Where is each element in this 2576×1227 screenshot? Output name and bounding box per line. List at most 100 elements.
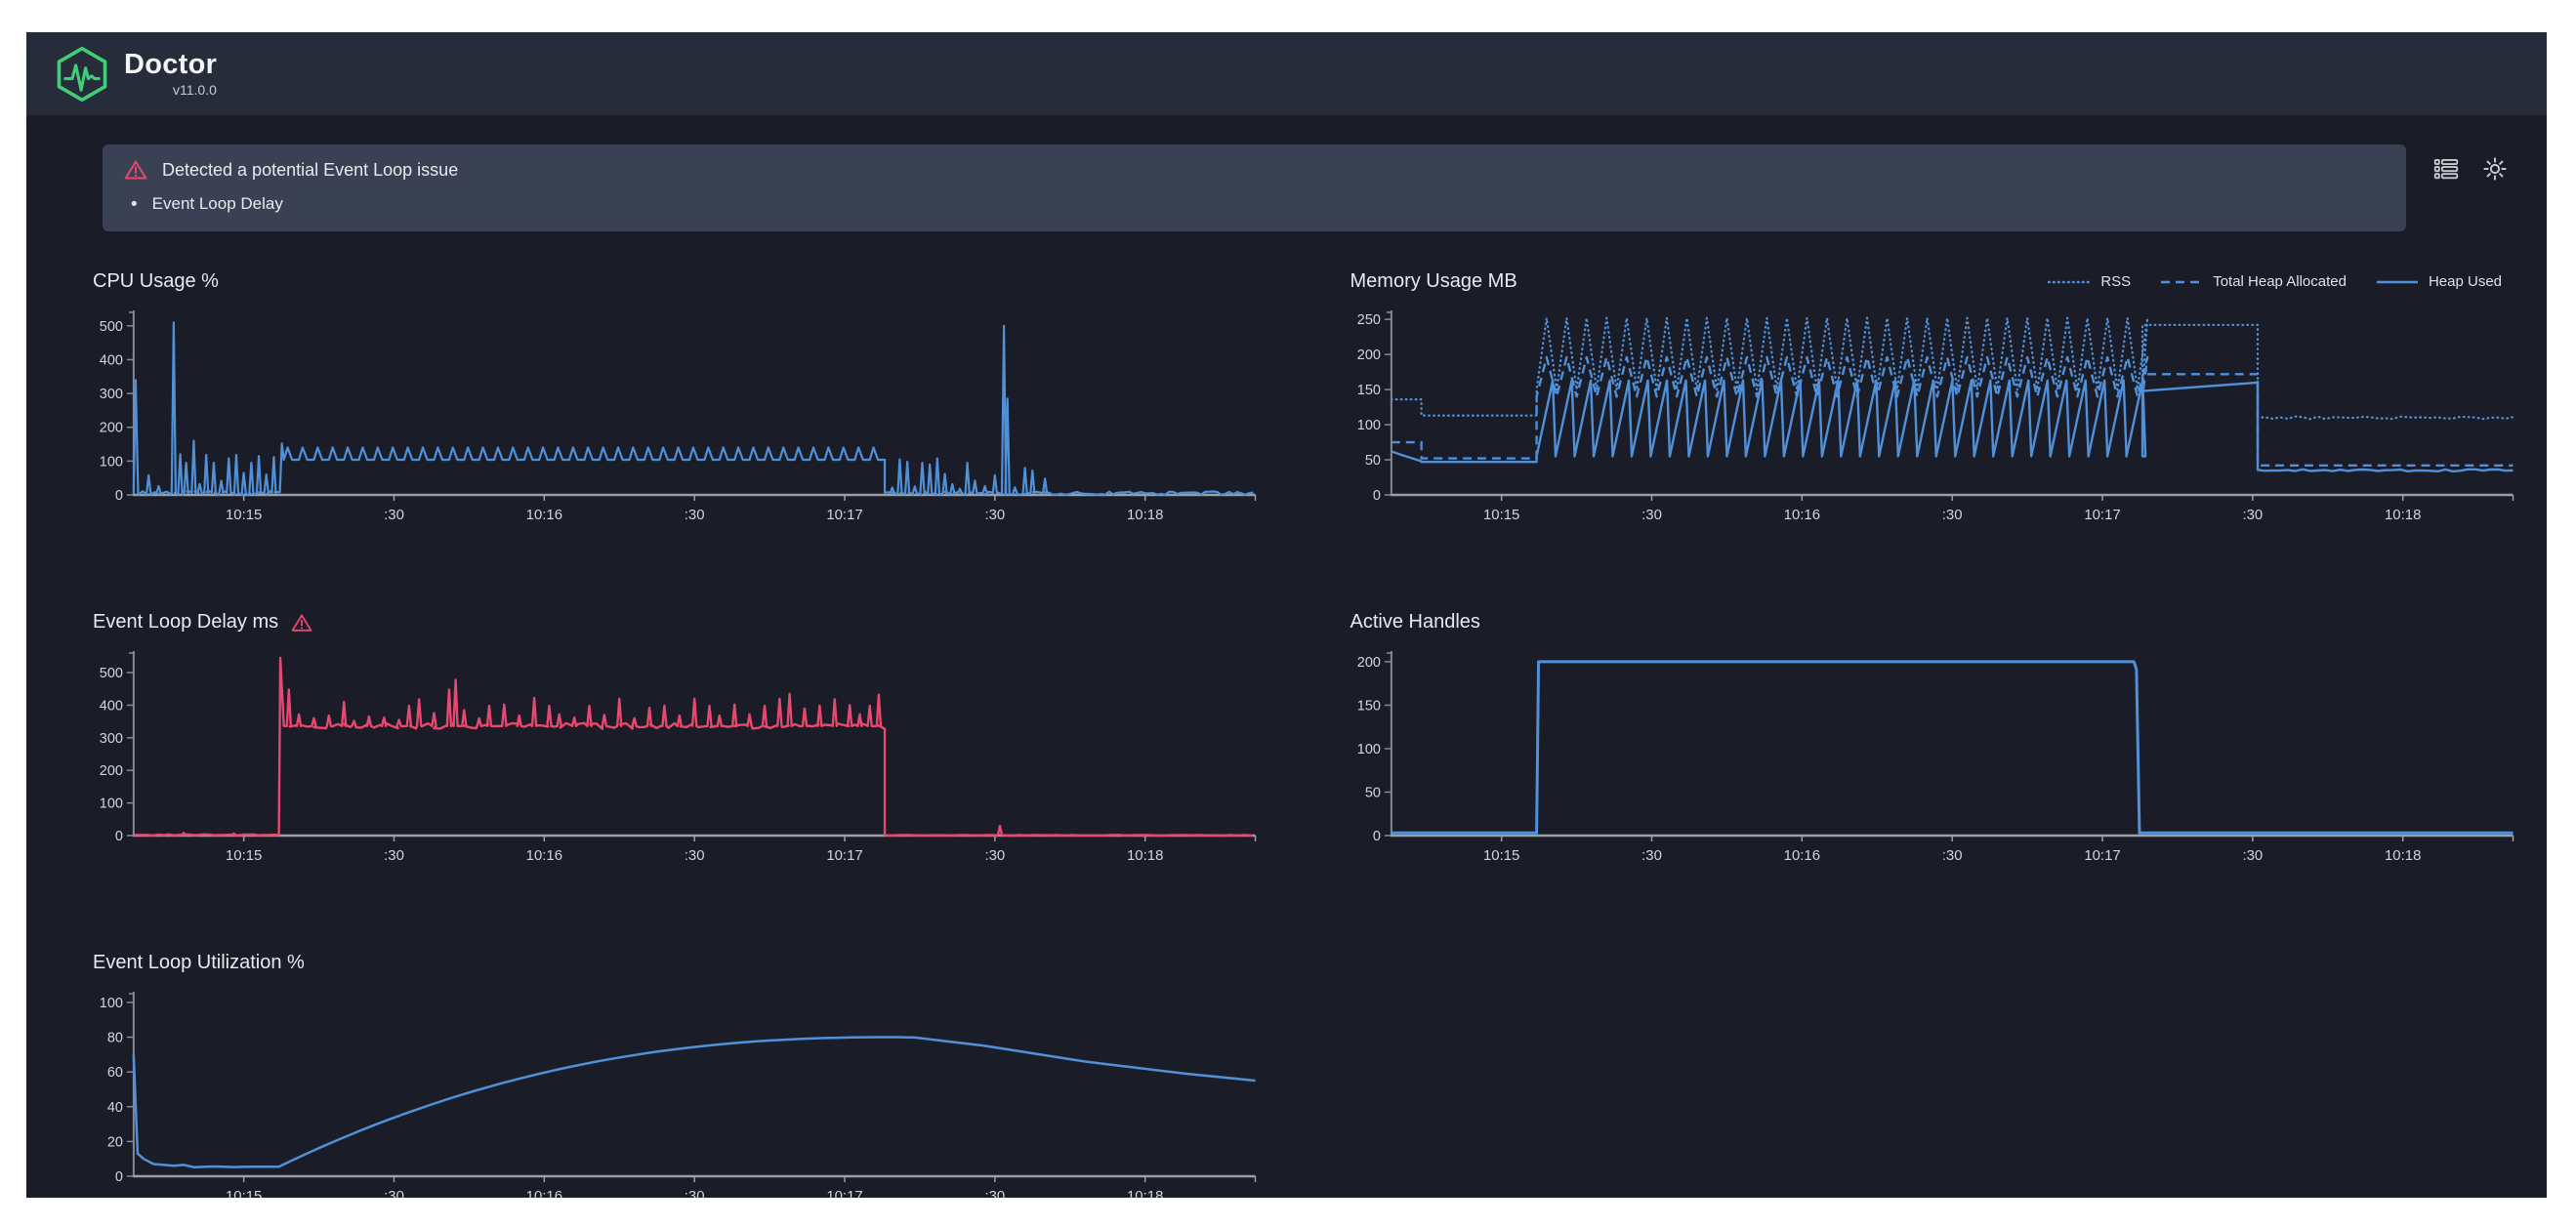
svg-text:10:18: 10:18 bbox=[1127, 847, 1163, 864]
svg-text:10:15: 10:15 bbox=[1482, 847, 1518, 864]
svg-text:100: 100 bbox=[100, 797, 123, 812]
chart-header-event-loop-delay: Event Loop Delay ms bbox=[93, 609, 1261, 635]
legend-item-total-heap-allocated: Total Heap Allocated bbox=[2160, 273, 2347, 290]
svg-text:10:15: 10:15 bbox=[226, 507, 262, 523]
svg-text::30: :30 bbox=[685, 1188, 705, 1198]
chart-panel-event-loop-utilization: Event Loop Utilization % 0 20 40 60 80 100 10:1… bbox=[93, 950, 1261, 1198]
svg-text:500: 500 bbox=[100, 319, 123, 335]
svg-text:100: 100 bbox=[100, 996, 123, 1011]
svg-text::30: :30 bbox=[685, 507, 705, 523]
svg-text:20: 20 bbox=[107, 1134, 123, 1150]
chart-panel-cpu-usage: CPU Usage % 0 100 200 300 400 500 10:15 :30 10:16… bbox=[93, 268, 1261, 529]
svg-text:200: 200 bbox=[1356, 655, 1380, 671]
chart-header-memory-usage: Memory Usage MB RSS Total Heap Allocated He… bbox=[1350, 268, 2518, 295]
chart-title-active-handles: Active Handles bbox=[1350, 611, 1480, 633]
chart-title-cpu-usage: CPU Usage % bbox=[93, 270, 219, 292]
top-row: Detected a potential Event Loop issue • … bbox=[26, 144, 2547, 231]
svg-text:0: 0 bbox=[1372, 829, 1380, 844]
app-title: Doctor bbox=[124, 48, 218, 80]
event-loop-utilization-chart-canvas: 0 20 40 60 80 100 10:15:30 10:16:30 10:17:30 10:1… bbox=[100, 992, 1257, 1198]
svg-text:400: 400 bbox=[100, 352, 123, 368]
legend-item-heap-used: Heap Used bbox=[2376, 273, 2502, 290]
bullet-icon: • bbox=[131, 193, 138, 215]
alert-header: Detected a potential Event Loop issue bbox=[124, 159, 2385, 181]
svg-text::30: :30 bbox=[2242, 507, 2263, 523]
svg-text::30: :30 bbox=[384, 507, 404, 523]
svg-text:10:15: 10:15 bbox=[226, 847, 262, 864]
svg-text:150: 150 bbox=[1356, 698, 1380, 714]
chart-warning-icon bbox=[291, 613, 312, 633]
svg-text:60: 60 bbox=[107, 1065, 123, 1081]
chart-title-event-loop-utilization: Event Loop Utilization % bbox=[93, 952, 305, 973]
svg-text:10:16: 10:16 bbox=[526, 847, 562, 864]
svg-text:10:17: 10:17 bbox=[2084, 507, 2120, 523]
chart-panel-active-handles: Active Handles 0 50 100 150 200 10:15:30 10:16:… bbox=[1350, 609, 2518, 870]
chart-legend: RSS Total Heap Allocated Heap Used bbox=[2048, 273, 2517, 290]
svg-text::30: :30 bbox=[685, 847, 705, 864]
memory-usage-chart-canvas: 0 50 100 150 200 250 10:15 :30 10:16 :30 10:17 :30 1… bbox=[1356, 310, 2514, 523]
svg-text:500: 500 bbox=[100, 666, 123, 681]
svg-text::30: :30 bbox=[1641, 507, 1662, 523]
alert-title: Detected a potential Event Loop issue bbox=[162, 159, 459, 180]
svg-text:100: 100 bbox=[100, 454, 123, 470]
svg-text:10:15: 10:15 bbox=[226, 1188, 262, 1198]
svg-text:10:18: 10:18 bbox=[1127, 1188, 1163, 1198]
svg-text:50: 50 bbox=[1364, 453, 1380, 469]
theme-toggle-sun-icon[interactable] bbox=[2482, 156, 2508, 182]
svg-text:10:17: 10:17 bbox=[2084, 847, 2120, 864]
chart-panel-event-loop-delay: Event Loop Delay ms 0 100 200 300 400 500 10:15… bbox=[93, 609, 1261, 870]
svg-text:0: 0 bbox=[115, 829, 123, 844]
svg-text:0: 0 bbox=[1372, 488, 1380, 504]
svg-text:10:17: 10:17 bbox=[826, 507, 862, 523]
alert-item-label: Event Loop Delay bbox=[151, 194, 283, 213]
legend-label: Total Heap Allocated bbox=[2213, 273, 2347, 290]
svg-text::30: :30 bbox=[984, 1188, 1005, 1198]
legend-label: RSS bbox=[2100, 273, 2132, 290]
app-version: v11.0.0 bbox=[173, 82, 217, 99]
svg-text::30: :30 bbox=[1641, 847, 1662, 864]
svg-text:10:17: 10:17 bbox=[826, 847, 862, 864]
app-titles: Doctor v11.0.0 bbox=[124, 48, 218, 99]
svg-text:0: 0 bbox=[115, 1169, 123, 1185]
alert-list-item: • Event Loop Delay bbox=[124, 194, 2385, 214]
svg-text::30: :30 bbox=[984, 507, 1005, 523]
svg-text::30: :30 bbox=[984, 847, 1005, 864]
warning-triangle-icon bbox=[124, 159, 147, 181]
svg-text::30: :30 bbox=[384, 847, 404, 864]
svg-text:10:17: 10:17 bbox=[826, 1188, 862, 1198]
svg-text:0: 0 bbox=[115, 488, 123, 504]
cpu-usage-chart-canvas: 0 100 200 300 400 500 10:15 :30 10:16 :30 10:17 :30… bbox=[100, 310, 1257, 523]
active-handles-chart-canvas: 0 50 100 150 200 10:15:30 10:16:30 10:17:30 10:1… bbox=[1356, 651, 2514, 864]
svg-text:80: 80 bbox=[107, 1031, 123, 1046]
svg-text:300: 300 bbox=[100, 731, 123, 747]
svg-text::30: :30 bbox=[2242, 847, 2263, 864]
svg-text:400: 400 bbox=[100, 698, 123, 714]
svg-text:10:16: 10:16 bbox=[526, 507, 562, 523]
doctor-logo-icon bbox=[54, 44, 110, 104]
svg-text:250: 250 bbox=[1356, 312, 1380, 328]
svg-text:50: 50 bbox=[1364, 785, 1380, 800]
charts-grid: CPU Usage % 0 100 200 300 400 500 10:15:30 10:16… bbox=[26, 268, 2547, 1198]
svg-text:100: 100 bbox=[1356, 742, 1380, 757]
chart-title-memory-usage: Memory Usage MB bbox=[1350, 270, 1517, 292]
legend-item-rss: RSS bbox=[2048, 273, 2131, 290]
log-list-icon[interactable] bbox=[2433, 156, 2459, 182]
main-content: Detected a potential Event Loop issue • … bbox=[26, 115, 2547, 1198]
event-loop-delay-chart-canvas: 0 100 200 300 400 500 10:15 :30 10:16 :30 10:17 :30… bbox=[100, 651, 1257, 864]
svg-text:300: 300 bbox=[100, 387, 123, 402]
svg-text:10:16: 10:16 bbox=[1783, 507, 1819, 523]
chart-title-event-loop-delay: Event Loop Delay ms bbox=[93, 611, 279, 633]
svg-text:10:15: 10:15 bbox=[1482, 507, 1518, 523]
svg-text::30: :30 bbox=[1941, 507, 1962, 523]
svg-text:100: 100 bbox=[1356, 418, 1380, 433]
chart-panel-memory-usage: Memory Usage MB RSS Total Heap Allocated He… bbox=[1350, 268, 2518, 529]
svg-text:200: 200 bbox=[1356, 348, 1380, 363]
svg-text:10:16: 10:16 bbox=[526, 1188, 562, 1198]
chart-header-cpu-usage: CPU Usage % bbox=[93, 268, 1261, 295]
alert-banner: Detected a potential Event Loop issue • … bbox=[103, 144, 2406, 231]
svg-text:200: 200 bbox=[100, 421, 123, 436]
svg-text:10:18: 10:18 bbox=[2385, 507, 2421, 523]
svg-text:200: 200 bbox=[100, 763, 123, 779]
chart-header-event-loop-utilization: Event Loop Utilization % bbox=[93, 950, 1261, 976]
svg-text:150: 150 bbox=[1356, 383, 1380, 398]
